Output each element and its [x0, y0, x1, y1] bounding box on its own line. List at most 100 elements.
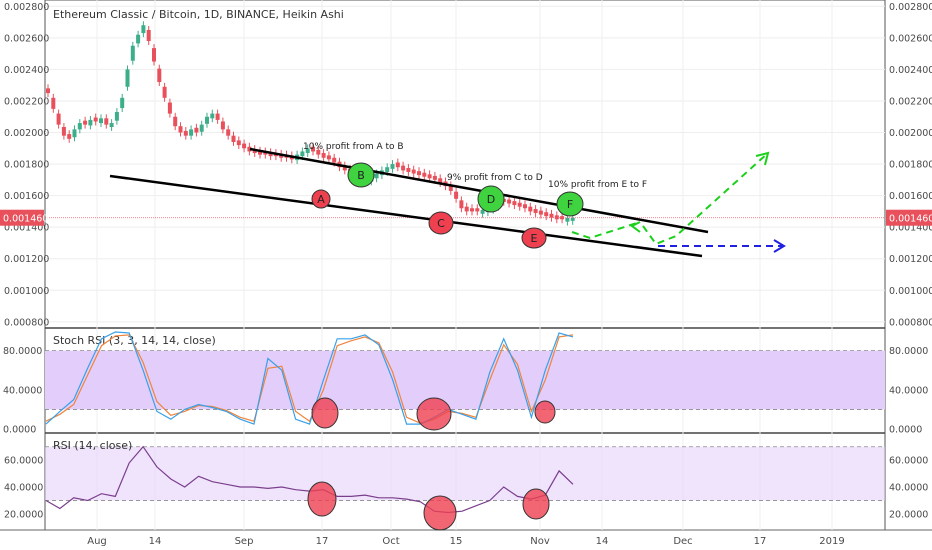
price-tick-label-right: 0.002400 [889, 65, 932, 76]
candle-body [136, 34, 141, 44]
price-tick-label-right: 0.002000 [889, 128, 932, 139]
point-marker-f [556, 191, 584, 217]
price-tick-label-left: 0.001800 [4, 160, 49, 171]
candle-body [99, 118, 103, 124]
candle-body [167, 102, 172, 114]
price-tick-label-right: 0.001200 [889, 254, 932, 265]
candle-body [152, 48, 156, 62]
candle-body [321, 153, 326, 158]
price-tick-label-left: 0.001400 [4, 223, 49, 234]
profit-annotation: 10% profit from A to B [303, 142, 404, 152]
candle-body [77, 123, 82, 130]
candle-body [226, 129, 231, 136]
stoch-tick-label-right: 40.0000 [889, 385, 928, 396]
stoch-band [45, 350, 885, 410]
candle-body [507, 199, 512, 204]
current-price-tag-right [886, 209, 932, 226]
projection-arrow-green [571, 221, 641, 240]
stoch-title: Stoch RSI (3, 3, 14, 14, close) [53, 334, 216, 347]
candle-body [390, 164, 395, 169]
point-marker-a [311, 189, 331, 209]
rsi-tick-label-left: 60.0000 [4, 456, 43, 467]
candle-body [51, 97, 56, 109]
price-tick-label-left: 0.002200 [4, 96, 49, 107]
candle-body [417, 171, 421, 176]
candle-body [93, 117, 98, 122]
stoch-line-k [45, 331, 574, 425]
candle-body [538, 210, 543, 215]
candle-body [146, 29, 151, 42]
candle-body [342, 165, 347, 171]
candle-body [120, 97, 125, 109]
candle-body [109, 123, 114, 128]
candle-body [406, 168, 411, 172]
candle-body [480, 209, 485, 214]
price-tick-label-right: 0.002600 [889, 33, 932, 44]
candle-body [157, 68, 162, 83]
candle-body [560, 216, 565, 220]
profit-annotation: 9% profit from C to D [447, 173, 543, 183]
candle-body [374, 173, 379, 179]
candle-body [385, 167, 390, 172]
price-tick-label-left: 0.001600 [4, 191, 49, 202]
stoch-highlight-circle [534, 400, 556, 424]
stoch-tick-label-right: 0.0000 [889, 425, 922, 436]
point-marker-label: E [531, 232, 538, 245]
candle-body [464, 206, 469, 212]
candle-body [242, 143, 247, 149]
candle-body [173, 116, 178, 127]
candle-body [528, 206, 533, 212]
price-tick-label-left: 0.002000 [4, 128, 49, 139]
candle-body [565, 217, 570, 222]
time-tick-label: Sep [235, 536, 254, 547]
candle-body [401, 165, 406, 171]
candle-body [454, 191, 459, 199]
rsi-band [45, 446, 885, 501]
rsi-highlight-circle [307, 481, 337, 517]
candle-body [194, 127, 199, 133]
candle-body [220, 121, 225, 130]
candle-body [523, 204, 527, 209]
upper-trendline [249, 147, 709, 234]
time-tick-label: 2019 [819, 536, 844, 547]
candle-body [178, 126, 183, 133]
candle-body [533, 209, 538, 213]
candle-body [215, 113, 220, 120]
time-tick-label: 14 [596, 536, 609, 547]
rsi-tick-label-right: 60.0000 [889, 456, 928, 467]
rsi-tick-label-right: 40.0000 [889, 483, 928, 494]
candle-body [549, 213, 554, 218]
rsi-highlight-circle [522, 488, 550, 520]
stoch-tick-label-left: 40.0000 [3, 385, 42, 396]
candle-body [141, 25, 146, 34]
candle-body [300, 151, 305, 157]
candle-body [88, 119, 93, 126]
stoch-tick-label-left: 0.0000 [3, 425, 36, 436]
chart-title: Ethereum Classic / Bitcoin, 1D, BINANCE,… [53, 8, 344, 21]
candle-body [268, 152, 273, 157]
point-marker-label: C [437, 217, 445, 230]
time-tick-label: Nov [530, 536, 550, 547]
lower-trendline [109, 174, 703, 258]
candle-body [332, 157, 337, 163]
price-tick-label-left: 0.001200 [4, 254, 49, 265]
candle-body [162, 86, 167, 98]
candle-body [104, 118, 109, 125]
arrow-head [630, 221, 641, 233]
arrow-head [755, 151, 770, 166]
candle-body [570, 217, 575, 221]
point-marker-d [477, 185, 505, 213]
time-tick-label: Dec [673, 536, 692, 547]
stoch-highlight-circle [416, 397, 452, 431]
candle-body [432, 175, 437, 180]
price-tick-label-right: 0.002200 [889, 96, 932, 107]
candle-body [56, 113, 61, 125]
candle-body [311, 146, 315, 152]
candle-body [427, 174, 432, 179]
time-tick-label: Aug [87, 536, 107, 547]
point-marker-label: A [317, 193, 325, 206]
current-price-label-left: 0.001460 [3, 214, 48, 225]
candle-body [470, 208, 474, 212]
candle-body [512, 201, 517, 206]
candle-body [72, 129, 77, 138]
